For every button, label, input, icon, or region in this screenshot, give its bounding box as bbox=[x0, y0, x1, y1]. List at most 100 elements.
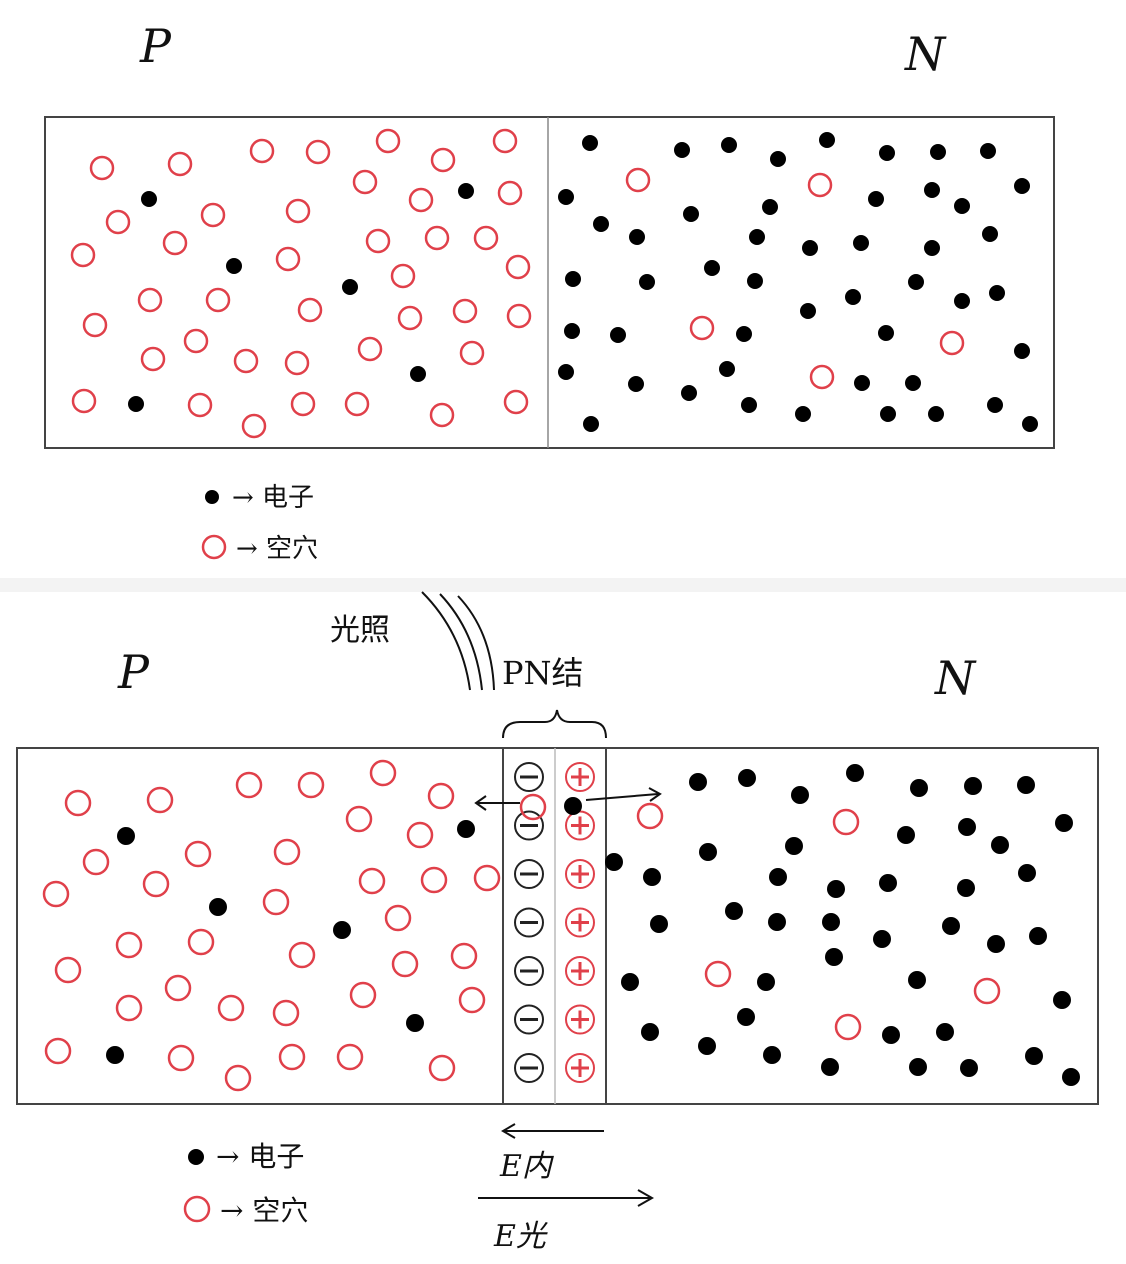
hole-legend-label: → 空穴 bbox=[236, 534, 318, 564]
hole-marker bbox=[142, 870, 170, 898]
hole-marker bbox=[272, 999, 300, 1027]
electron-marker bbox=[1018, 864, 1036, 882]
electron-marker bbox=[909, 1058, 927, 1076]
electron-marker bbox=[1053, 991, 1071, 1009]
hole-marker bbox=[285, 198, 311, 224]
electron-marker bbox=[209, 898, 227, 916]
hole-marker bbox=[200, 202, 226, 228]
light-arrow bbox=[457, 595, 495, 691]
hole-drift-arrowhead bbox=[474, 795, 487, 811]
n-region-label: N bbox=[904, 27, 947, 81]
hole-marker bbox=[420, 866, 448, 894]
electron-marker bbox=[628, 376, 644, 392]
electron-marker bbox=[565, 271, 581, 287]
electron-marker bbox=[930, 144, 946, 160]
electron-marker bbox=[873, 930, 891, 948]
electron-marker bbox=[564, 797, 582, 815]
hole-marker bbox=[284, 350, 310, 376]
electron-marker bbox=[643, 868, 661, 886]
hole-marker bbox=[397, 305, 423, 331]
hole-marker bbox=[375, 128, 401, 154]
electron-marker bbox=[800, 303, 816, 319]
hole-legend-icon bbox=[183, 1195, 211, 1223]
hole-marker bbox=[428, 1054, 456, 1082]
hole-marker bbox=[162, 230, 188, 256]
hole-marker bbox=[390, 263, 416, 289]
electron-marker bbox=[1025, 1047, 1043, 1065]
electron-marker bbox=[882, 1026, 900, 1044]
hole-marker bbox=[249, 138, 275, 164]
hole-legend-label: → 空穴 bbox=[220, 1194, 308, 1227]
electron-marker bbox=[987, 935, 1005, 953]
electron-marker bbox=[910, 779, 928, 797]
electron-marker bbox=[639, 274, 655, 290]
positive-ion bbox=[565, 907, 595, 938]
hole-marker bbox=[187, 928, 215, 956]
e-inner-label: E内 bbox=[499, 1149, 555, 1184]
electron-marker bbox=[610, 327, 626, 343]
hole-marker bbox=[365, 228, 391, 254]
hole-marker bbox=[625, 167, 651, 193]
hole-marker bbox=[349, 981, 377, 1009]
hole-marker bbox=[105, 209, 131, 235]
hole-marker bbox=[344, 391, 370, 417]
electron-marker bbox=[106, 1046, 124, 1064]
electron-marker bbox=[582, 135, 598, 151]
hole-marker bbox=[262, 888, 290, 916]
hole-marker bbox=[275, 246, 301, 272]
hole-marker bbox=[82, 848, 110, 876]
electron-marker bbox=[698, 1037, 716, 1055]
electron-marker bbox=[721, 137, 737, 153]
electron-marker bbox=[457, 820, 475, 838]
hole-marker bbox=[115, 994, 143, 1022]
electron-marker bbox=[845, 289, 861, 305]
hole-marker bbox=[44, 1037, 72, 1065]
hole-marker bbox=[71, 388, 97, 414]
light-arrow bbox=[439, 593, 483, 691]
electron-marker bbox=[650, 915, 668, 933]
electron-marker bbox=[558, 364, 574, 380]
electron-marker bbox=[621, 973, 639, 991]
hole-marker bbox=[519, 793, 547, 821]
negative-ion bbox=[514, 956, 544, 986]
hole-marker bbox=[636, 802, 664, 830]
hole-marker bbox=[140, 346, 166, 372]
hole-marker bbox=[357, 336, 383, 362]
hole-marker bbox=[305, 139, 331, 165]
hole-marker bbox=[406, 821, 434, 849]
hole-marker bbox=[384, 904, 412, 932]
electron-marker bbox=[704, 260, 720, 276]
electron-marker bbox=[333, 921, 351, 939]
hole-marker bbox=[146, 786, 174, 814]
electron-marker bbox=[1029, 927, 1047, 945]
electron-marker bbox=[641, 1023, 659, 1041]
electron-marker bbox=[747, 273, 763, 289]
hole-marker bbox=[82, 312, 108, 338]
electron-marker bbox=[954, 198, 970, 214]
electron-marker bbox=[1055, 814, 1073, 832]
electron-marker bbox=[458, 183, 474, 199]
electron-marker bbox=[795, 406, 811, 422]
hole-marker bbox=[689, 315, 715, 341]
hole-marker bbox=[503, 389, 529, 415]
hole-marker bbox=[54, 956, 82, 984]
hole-marker bbox=[273, 838, 301, 866]
electron-marker bbox=[987, 397, 1003, 413]
hole-marker bbox=[183, 328, 209, 354]
electron-marker bbox=[897, 826, 915, 844]
pn-junction-label: PN结 bbox=[502, 654, 584, 692]
e-inner-arrowhead bbox=[501, 1123, 516, 1139]
electron-marker bbox=[853, 235, 869, 251]
negative-ion bbox=[514, 1004, 544, 1035]
electron-marker bbox=[1017, 776, 1035, 794]
electron-marker bbox=[593, 216, 609, 232]
electron-marker bbox=[741, 397, 757, 413]
negative-ion bbox=[514, 1053, 544, 1083]
semiconductor-box bbox=[44, 116, 1055, 449]
electron-marker bbox=[991, 836, 1009, 854]
hole-marker bbox=[427, 782, 455, 810]
electron-marker bbox=[954, 293, 970, 309]
electron-marker bbox=[699, 843, 717, 861]
electron-marker bbox=[769, 868, 787, 886]
hole-marker bbox=[235, 771, 263, 799]
